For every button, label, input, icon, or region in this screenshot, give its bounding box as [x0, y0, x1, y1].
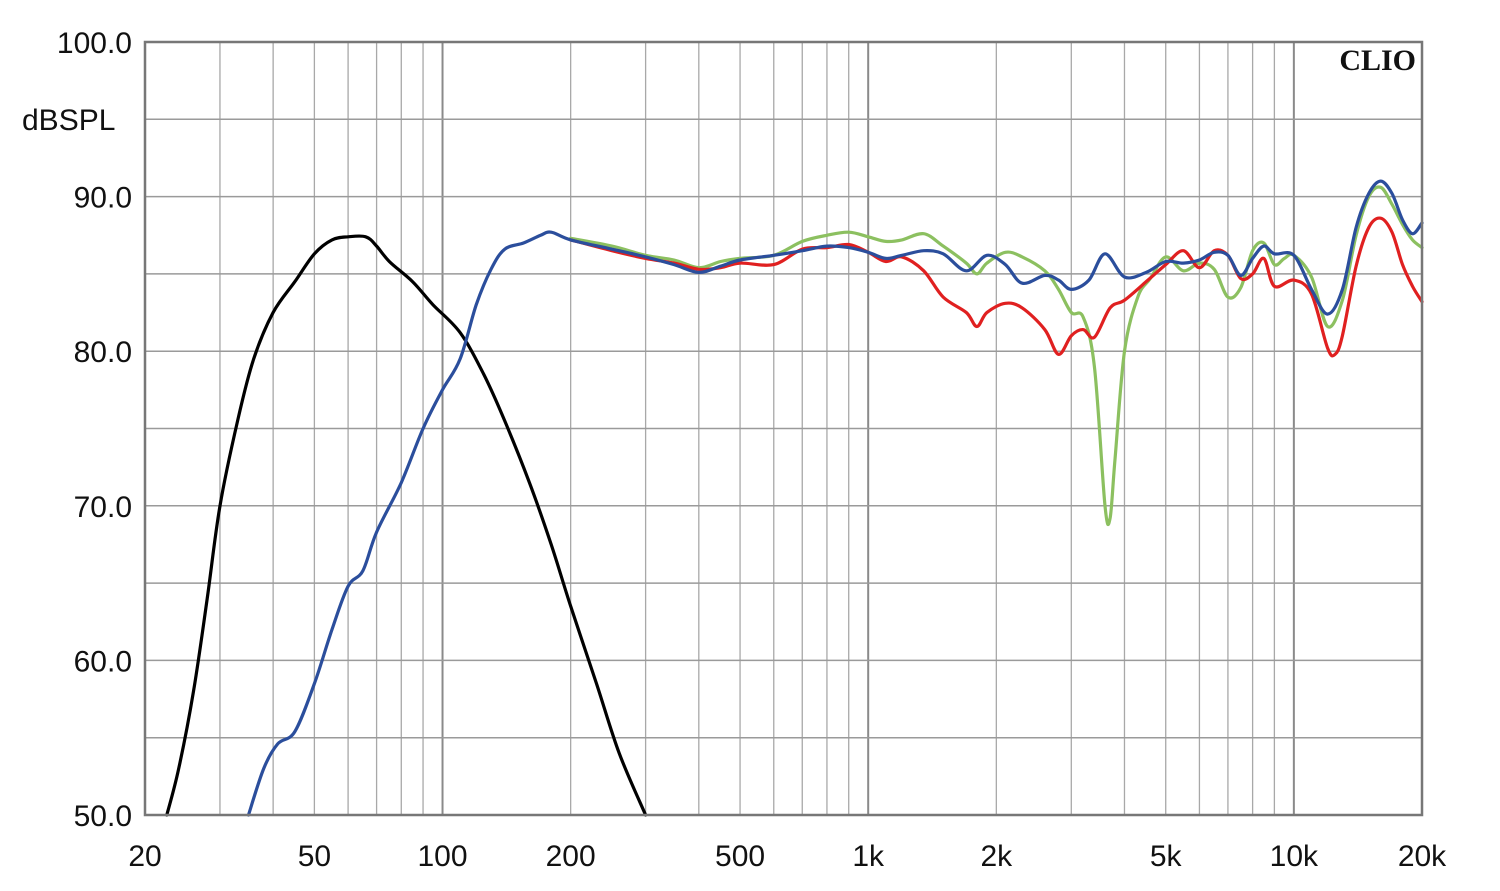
y-tick-label: 100.0 [57, 27, 132, 60]
x-tick-label: 200 [546, 840, 596, 873]
x-tick-label: 20 [128, 840, 161, 873]
y-tick-label: 70.0 [74, 491, 132, 524]
y-axis-label: dBSPL [22, 104, 115, 137]
x-tick-label: 50 [298, 840, 331, 873]
y-tick-label: 90.0 [74, 182, 132, 215]
x-tick-label: 2k [980, 840, 1013, 873]
grid [145, 42, 1422, 815]
clio-brand-label: CLIO [1339, 44, 1416, 77]
x-tick-label: 1k [852, 840, 885, 873]
x-axis-ticks: 20 50 100 200 500 1k 2k 5k 10k 20k [128, 840, 1447, 873]
x-tick-label: 20k [1398, 840, 1447, 873]
x-tick-label: 10k [1270, 840, 1319, 873]
y-tick-label: 50.0 [74, 800, 132, 833]
plot-frame [143, 40, 1424, 817]
x-tick-label: 100 [417, 840, 467, 873]
series-line-3 [569, 185, 1424, 526]
x-tick-label: 5k [1150, 840, 1183, 873]
series-line-0 [165, 234, 648, 817]
series-line-1 [246, 179, 1424, 817]
series-line-2 [569, 216, 1424, 358]
y-tick-label: 60.0 [74, 645, 132, 678]
y-tick-label: 80.0 [74, 336, 132, 369]
y-axis-ticks: 100.0 90.0 80.0 70.0 60.0 50.0 [57, 27, 132, 833]
series-lines [165, 179, 1424, 817]
x-tick-label: 500 [715, 840, 765, 873]
